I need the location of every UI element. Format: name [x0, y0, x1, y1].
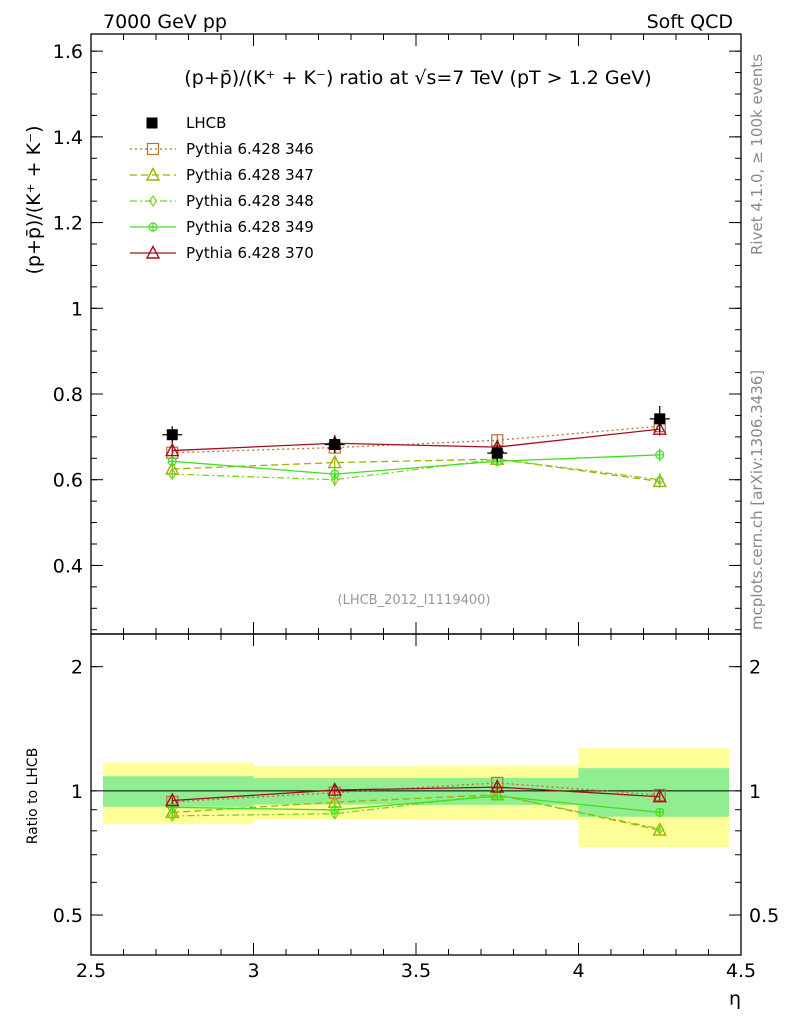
series-2-ratio-point-1	[330, 807, 339, 820]
series-line-0	[172, 425, 660, 454]
data-point-1	[329, 439, 341, 451]
data-point-2	[491, 447, 503, 459]
data-point-3	[654, 413, 666, 425]
series-4-ratio-point-0	[165, 792, 180, 807]
ratio-tick-label-left-1: 1	[71, 781, 83, 803]
ratio-tick-label-left-0: 0.5	[53, 905, 83, 927]
legend-marker-data	[146, 117, 158, 129]
rivet-label: Rivet 4.1.0, ≥ 100k events	[748, 54, 766, 255]
x-tick-label-4: 4.5	[726, 960, 756, 982]
legend-label-0: Pythia 6.428 346	[186, 140, 314, 158]
legend-label-data: LHCB	[186, 114, 226, 132]
x-tick-label-3: 4	[572, 960, 584, 982]
header-right: Soft QCD	[647, 11, 733, 33]
mcplots-label: mcplots.cern.ch [arXiv:1306.3436]	[748, 370, 766, 630]
series-2-point-3	[655, 473, 664, 486]
series-4-point-3	[652, 421, 667, 435]
series-ratio-line-0	[172, 782, 660, 803]
series-ratio-line-3	[172, 795, 660, 814]
series-2-point-0	[168, 468, 177, 481]
series-1-point-1	[327, 454, 342, 469]
x-axis-label: η	[729, 988, 741, 1010]
ratio-tick-label-right-2: 2	[749, 657, 761, 679]
analysis-watermark: (LHCB_2012_I1119400)	[338, 593, 491, 608]
legend-label-4: Pythia 6.428 370	[186, 244, 314, 262]
header-left: 7000 GeV pp	[103, 11, 227, 33]
ratio-tick-label-right-1: 1	[749, 781, 761, 803]
x-tick-label-2: 3.5	[401, 960, 431, 982]
y-tick-label-6: 1.6	[53, 41, 83, 63]
series-4-ratio-point-2	[490, 779, 505, 793]
y-tick-label-0: 0.4	[53, 555, 83, 577]
series-ratio-line-4	[172, 786, 660, 802]
legend-marker-2	[148, 194, 158, 208]
y-tick-label-3: 1	[71, 298, 83, 320]
ratio-tick-label-right-0: 0.5	[749, 905, 779, 927]
y-axis-label: (p+p̄)/(K⁺ + K⁻)	[23, 125, 45, 274]
legend-label-1: Pythia 6.428 347	[186, 166, 314, 184]
y-tick-label-2: 0.8	[53, 384, 83, 406]
legend-marker-4	[145, 244, 161, 259]
legend-label-2: Pythia 6.428 348	[186, 192, 314, 210]
series-2-ratio-point-3	[655, 822, 664, 835]
x-tick-label-1: 3	[247, 960, 259, 982]
y-tick-label-1: 0.6	[53, 470, 83, 492]
legend-marker-1	[145, 166, 161, 181]
legend-label-3: Pythia 6.428 349	[186, 218, 314, 236]
ratio-tick-label-left-2: 2	[71, 657, 83, 679]
series-4-ratio-point-3	[652, 788, 667, 803]
ratio-y-axis-label: Ratio to LHCB	[25, 748, 41, 845]
series-4-point-0	[165, 442, 180, 457]
series-line-1	[172, 458, 660, 483]
series-4-ratio-point-1	[327, 782, 342, 796]
x-tick-label-0: 2.5	[76, 960, 106, 982]
series-line-2	[172, 458, 660, 481]
chart-title: (p+p̄)/(K⁺ + K⁻) ratio at √s=7 TeV (pT >…	[184, 67, 651, 89]
y-tick-label-5: 1.4	[53, 127, 83, 149]
series-2-ratio-point-0	[168, 809, 177, 822]
series-line-4	[172, 428, 660, 452]
data-point-0	[166, 429, 178, 441]
series-line-3	[172, 454, 660, 475]
series-ratio-line-2	[172, 794, 660, 830]
y-tick-label-4: 1.2	[53, 213, 83, 235]
legend-marker-0	[146, 142, 160, 156]
